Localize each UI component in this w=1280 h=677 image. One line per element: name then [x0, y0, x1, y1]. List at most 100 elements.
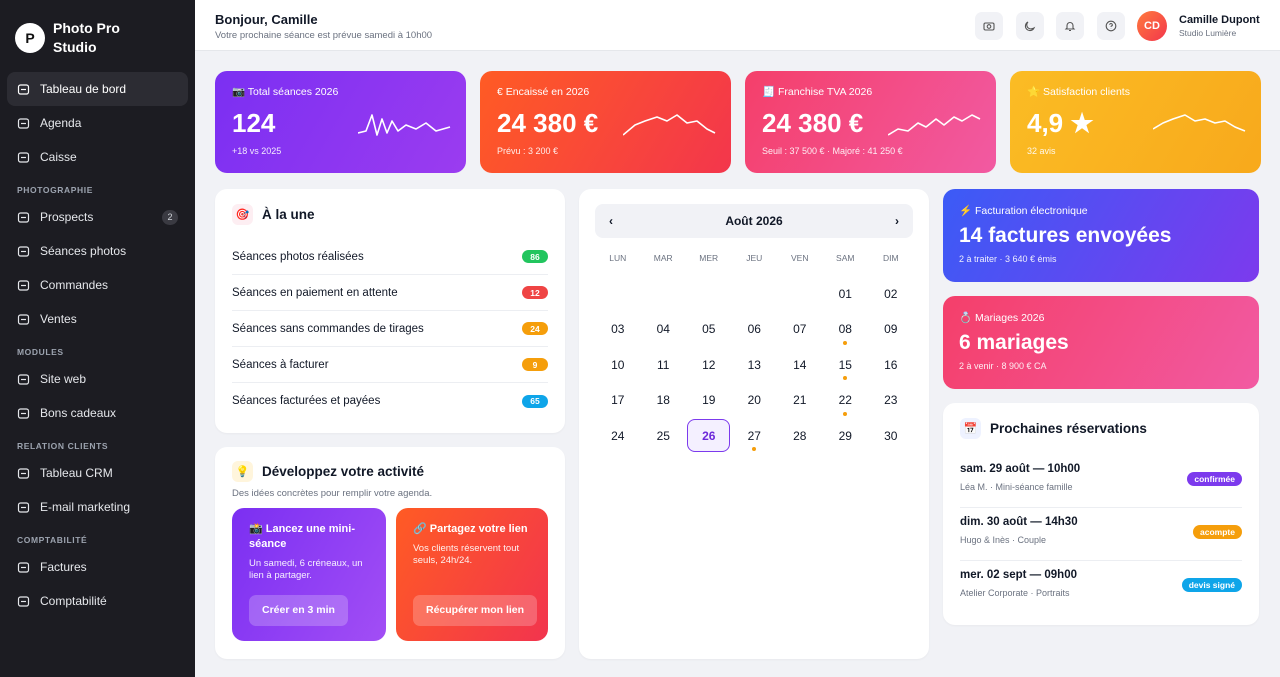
day-number: 25: [656, 428, 670, 443]
nav-label: Prospects: [40, 210, 94, 224]
nav-item[interactable]: Ventes: [7, 302, 188, 336]
day-cell[interactable]: 27: [732, 418, 778, 454]
idea-button[interactable]: Créer en 3 min: [249, 595, 348, 626]
day-cell[interactable]: 06: [732, 312, 778, 348]
help-button[interactable]: [1097, 12, 1125, 40]
nav-item[interactable]: Tableau CRM: [7, 456, 188, 490]
grow-card: 💡 Développez votre activité Des idées con…: [215, 447, 565, 659]
day-cell[interactable]: 11: [641, 347, 687, 383]
highlight-row[interactable]: Séances en paiement en attente 12: [232, 275, 548, 311]
kpi-value: 124: [232, 108, 276, 138]
subtitle: Des idées concrètes pour remplir votre a…: [232, 488, 433, 499]
reservation[interactable]: mer. 02 sept — 09h00 Atelier Corporate · …: [960, 561, 1242, 614]
nav-label: E-mail marketing: [40, 500, 131, 514]
reservation-detail: Léa M. · Mini-séance famille: [960, 482, 1073, 492]
day-cell[interactable]: 03: [595, 312, 641, 348]
day-cell[interactable]: 22: [823, 383, 869, 419]
day-number: 02: [884, 286, 898, 301]
highlight-row[interactable]: Séances facturées et payées 65: [232, 383, 548, 419]
kpi-label: 📷 Total séances 2026: [232, 86, 339, 98]
brand-name: Photo Pro Studio: [53, 20, 120, 55]
day-cell[interactable]: 12: [686, 347, 732, 383]
calendar-grid: LUN MAR MER JEU VEN SAM DIM 01 02 03 04 05 06 07 08 09 1…: [595, 239, 913, 454]
kpi-note: +18 vs 2025: [232, 146, 282, 156]
day-cell[interactable]: 15: [823, 347, 869, 383]
theme-button[interactable]: [1016, 12, 1044, 40]
day-number: 24: [611, 428, 625, 443]
nav-item[interactable]: Séances photos: [7, 234, 188, 268]
day-cell[interactable]: 25: [641, 418, 687, 454]
day-number: 08: [838, 322, 852, 337]
brand[interactable]: P Photo Pro Studio: [0, 12, 195, 64]
calendar-card: ‹ Août 2026 › LUN MAR MER JEU VEN SAM DIM 01 02 0…: [579, 189, 929, 659]
idea-text: Vos clients réservent tout seuls, 24h/24…: [413, 543, 520, 566]
count-badge: 24: [522, 322, 548, 335]
reservations-card: 📅 Prochaines réservations sam. 29 août — …: [943, 403, 1259, 625]
nav-item[interactable]: Comptabilité: [7, 584, 188, 618]
nav-item[interactable]: Commandes: [7, 268, 188, 302]
kpi-value: 24 380 €: [497, 108, 599, 138]
day-number: 20: [747, 393, 761, 408]
day-cell[interactable]: 09: [868, 312, 914, 348]
day-cell[interactable]: 04: [641, 312, 687, 348]
day-cell[interactable]: 29: [823, 418, 869, 454]
nav-item[interactable]: Bons cadeaux: [7, 396, 188, 430]
nav-item[interactable]: E-mail marketing: [7, 490, 188, 524]
stat-note: 2 à traiter · 3 640 € émis: [959, 254, 1057, 264]
day-cell[interactable]: 30: [868, 418, 914, 454]
kpi-card: € Encaissé en 2026 24 380 € Prévu : 3 200 …: [480, 71, 731, 173]
reservation[interactable]: dim. 30 août — 14h30 Hugo & Inès · Couple…: [960, 508, 1242, 561]
day-cell[interactable]: 14: [777, 347, 823, 383]
idea-button[interactable]: Récupérer mon lien: [413, 595, 538, 626]
highlight-row[interactable]: Séances à facturer 9: [232, 347, 548, 383]
day-number: 29: [838, 428, 852, 443]
highlight-row[interactable]: Séances sans commandes de tirages 24: [232, 311, 548, 347]
day-cell[interactable]: 28: [777, 418, 823, 454]
event-dot: [752, 447, 757, 451]
notifications-button[interactable]: [1056, 12, 1084, 40]
day-cell[interactable]: 18: [641, 383, 687, 419]
day-cell[interactable]: 23: [868, 383, 914, 419]
kpi-value: 4,9 ★: [1027, 108, 1094, 138]
next-month[interactable]: ›: [894, 214, 899, 228]
day-cell[interactable]: 16: [868, 347, 914, 383]
day-number: 26: [687, 419, 731, 453]
avatar[interactable]: CD: [1137, 11, 1167, 41]
day-cell[interactable]: 17: [595, 383, 641, 419]
day-cell[interactable]: 02: [868, 276, 914, 312]
day-cell[interactable]: 26: [686, 418, 732, 454]
nav-item[interactable]: Factures: [7, 550, 188, 584]
highlight-label: Séances à facturer: [232, 358, 329, 371]
nav-item[interactable]: Site web: [7, 362, 188, 396]
day-cell[interactable]: 07: [777, 312, 823, 348]
day-cell[interactable]: 08: [823, 312, 869, 348]
day-cell[interactable]: 10: [595, 347, 641, 383]
camera-button[interactable]: [975, 12, 1003, 40]
day-cell[interactable]: 20: [732, 383, 778, 419]
reservation[interactable]: sam. 29 août — 10h00 Léa M. · Mini-séance…: [960, 455, 1242, 508]
day-number: 04: [656, 322, 670, 337]
nav-section-title: COMPTABILITÉ: [17, 535, 88, 545]
kpi-note: 32 avis: [1027, 146, 1056, 156]
day-number: 16: [884, 357, 898, 372]
user-studio: Studio Lumière: [1179, 28, 1237, 38]
count-badge: 12: [522, 286, 548, 299]
sparkline: [888, 114, 981, 136]
nav-item[interactable]: Caisse: [7, 140, 188, 174]
day-cell[interactable]: 13: [732, 347, 778, 383]
day-number: 21: [793, 393, 807, 408]
nav-item[interactable]: Prospects 2: [7, 200, 188, 234]
highlight-label: Séances sans commandes de tirages: [232, 322, 424, 335]
day-cell[interactable]: 24: [595, 418, 641, 454]
day-cell[interactable]: 01: [823, 276, 869, 312]
month: Août 2026: [725, 214, 783, 228]
kpi-note: Prévu : 3 200 €: [497, 146, 559, 156]
day-cell[interactable]: 19: [686, 383, 732, 419]
nav-section-title: PHOTOGRAPHIE: [17, 185, 93, 195]
highlight-row[interactable]: Séances photos réalisées 86: [232, 239, 548, 275]
day-cell[interactable]: 21: [777, 383, 823, 419]
nav-item[interactable]: Tableau de bord: [7, 72, 188, 106]
prev-month[interactable]: ‹: [609, 214, 613, 228]
day-cell[interactable]: 05: [686, 312, 732, 348]
nav-item[interactable]: Agenda: [7, 106, 188, 140]
